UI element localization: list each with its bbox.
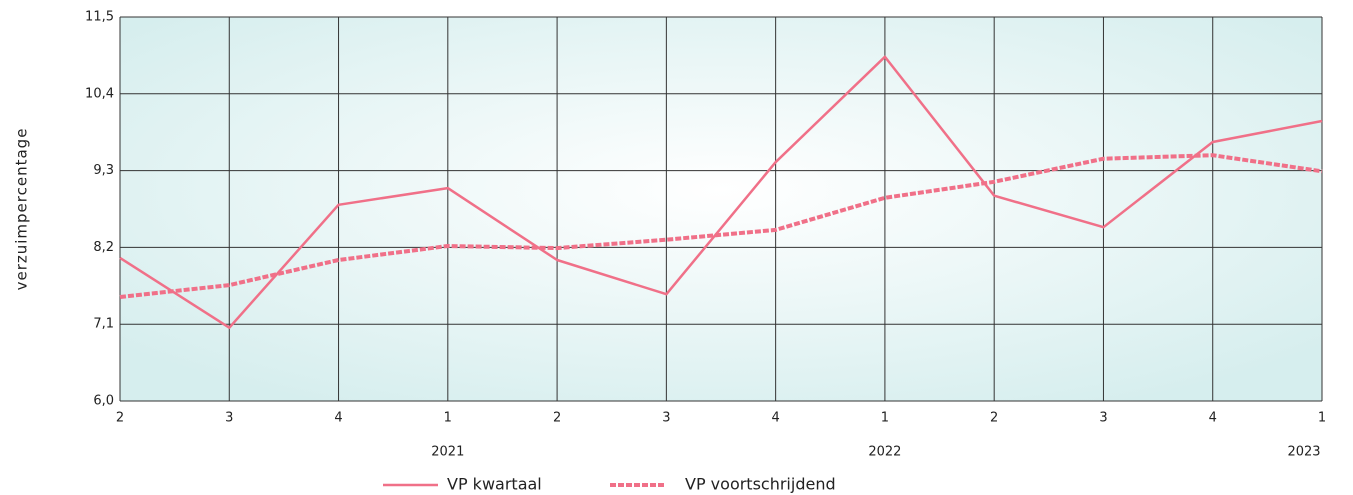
y-tick-label: 9,3 [93,163,114,178]
y-axis-label: verzuimpercentage [13,128,31,291]
x-tick-label: 4 [1209,411,1217,426]
plot-background [120,17,1322,401]
x-tick-label: 3 [1099,411,1107,426]
x-tick-label: 4 [334,411,342,426]
series-line [119,153,1323,299]
y-tick-label: 11,5 [85,10,114,25]
x-tick-label: 1 [1318,411,1326,426]
y-tick-label: 7,1 [93,317,114,332]
x-tick-label: 2 [116,411,124,426]
y-tick-label: 6,0 [93,394,114,409]
legend-label: VP voortschrijdend [685,475,836,494]
x-tick-label: 2 [990,411,998,426]
x-tick-label: 2 [553,411,561,426]
x-tick-label: 4 [771,411,779,426]
y-tick-label: 10,4 [85,86,114,101]
x-tick-label: 3 [225,411,233,426]
year-label: 2023 [1287,445,1320,460]
series-line [119,55,1323,329]
year-label: 2022 [868,445,901,460]
legend-label: VP kwartaal [447,475,542,494]
x-tick-label: 1 [444,411,452,426]
x-tick-label: 1 [881,411,889,426]
year-label: 2021 [431,445,464,460]
y-tick-label: 8,2 [93,240,114,255]
x-tick-label: 3 [662,411,670,426]
